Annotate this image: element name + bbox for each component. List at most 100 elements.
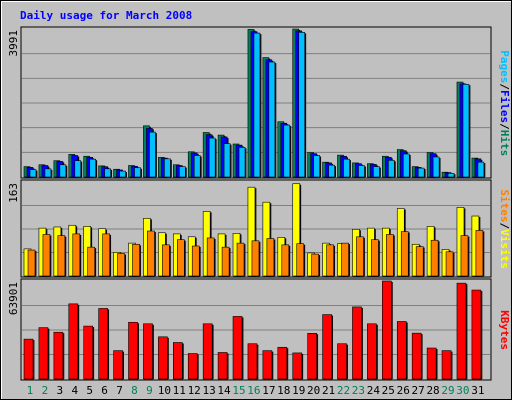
legend-bottom: KBytes xyxy=(498,310,511,350)
bar-middle-sites-day-10 xyxy=(162,244,171,278)
x-tick-label-day-15: 15 xyxy=(232,384,245,397)
bar-middle-sites-day-31 xyxy=(475,230,485,278)
bar-middle-sites-day-15 xyxy=(236,242,246,278)
x-tick-label-day-25: 25 xyxy=(382,384,395,397)
x-tick-label-day-24: 24 xyxy=(367,384,381,397)
bar-bottom-kbytes-day-26 xyxy=(396,321,408,381)
bar-top-pages-day-21 xyxy=(328,164,336,179)
legend-entry-: / xyxy=(498,123,511,130)
bar-bottom-kbytes-day-5 xyxy=(83,325,95,381)
legend-entry-: / xyxy=(498,223,511,230)
bar-top-pages-day-1 xyxy=(29,169,38,179)
bar-bottom-kbytes-day-27 xyxy=(411,332,423,381)
bar-bottom-kbytes-day-1 xyxy=(23,338,35,381)
bar-middle-sites-day-11 xyxy=(177,239,186,278)
bar-middle-sites-day-25 xyxy=(386,234,395,278)
x-tick-label-day-26: 26 xyxy=(397,384,410,397)
legend-entry-hits: Hits xyxy=(498,130,511,157)
bar-top-pages-day-22 xyxy=(343,158,351,179)
chart-title: Daily usage for March 2008 xyxy=(20,9,192,22)
bar-top-pages-day-24 xyxy=(373,166,381,179)
bar-top-pages-day-17 xyxy=(268,61,277,179)
bar-middle-sites-day-18 xyxy=(281,244,291,278)
bar-bottom-kbytes-day-29 xyxy=(441,350,453,381)
bar-middle-sites-day-14 xyxy=(221,246,231,278)
bar-bottom-kbytes-day-22 xyxy=(337,343,348,381)
y-max-label-middle: 163 xyxy=(7,183,20,203)
x-tick-label-day-10: 10 xyxy=(158,384,171,397)
bar-middle-sites-day-6 xyxy=(102,233,112,278)
bar-bottom-kbytes-day-10 xyxy=(158,336,169,381)
x-tick-label-day-31: 31 xyxy=(471,384,484,397)
y-max-label-top: 3991 xyxy=(7,30,20,57)
bar-top-pages-day-8 xyxy=(134,167,142,179)
bar-bottom-kbytes-day-14 xyxy=(217,352,229,381)
bar-top-pages-day-3 xyxy=(59,164,68,179)
bar-top-pages-day-20 xyxy=(313,155,322,179)
x-tick-label-day-22: 22 xyxy=(337,384,350,397)
bar-top-pages-day-2 xyxy=(44,168,53,179)
bar-bottom-kbytes-day-18 xyxy=(277,346,289,381)
bar-middle-sites-day-30 xyxy=(460,235,470,278)
bar-middle-sites-day-3 xyxy=(57,235,67,278)
bar-bottom-kbytes-day-24 xyxy=(367,323,378,381)
x-tick-label-day-2: 2 xyxy=(42,384,49,397)
bar-bottom-kbytes-day-25 xyxy=(382,280,393,381)
bar-bottom-kbytes-day-16 xyxy=(247,343,259,381)
bar-middle-sites-day-13 xyxy=(206,237,216,278)
bar-bottom-kbytes-day-2 xyxy=(38,327,50,381)
x-tick-label-day-30: 30 xyxy=(456,384,469,397)
bar-top-pages-day-13 xyxy=(208,137,217,179)
bar-bottom-kbytes-day-7 xyxy=(113,350,124,381)
y-max-label-bottom: 63901 xyxy=(7,282,20,315)
bar-bottom-kbytes-day-12 xyxy=(187,353,199,381)
legend-middle: Sites/Visits xyxy=(498,189,511,269)
bar-top-pages-day-27 xyxy=(417,167,426,179)
bar-bottom-kbytes-day-20 xyxy=(307,332,319,381)
legend-entry-kbytes: KBytes xyxy=(498,310,511,350)
x-tick-label-day-4: 4 xyxy=(71,384,78,397)
bar-top-pages-day-31 xyxy=(477,161,486,179)
bar-middle-sites-day-20 xyxy=(311,253,321,278)
bar-bottom-kbytes-day-6 xyxy=(98,308,110,381)
bar-bottom-kbytes-day-17 xyxy=(262,350,274,381)
x-tick-label-day-14: 14 xyxy=(217,384,231,397)
bar-top-pages-day-19 xyxy=(298,32,307,179)
bar-top-pages-day-18 xyxy=(283,124,292,179)
bar-bottom-kbytes-day-23 xyxy=(352,306,363,381)
bar-top-pages-day-12 xyxy=(193,155,202,179)
bar-top-pages-day-10 xyxy=(164,158,172,179)
legend-entry-files: Files xyxy=(498,90,511,123)
bar-top-pages-day-15 xyxy=(238,147,247,179)
bar-bottom-kbytes-day-13 xyxy=(202,323,214,381)
bar-middle-sites-day-24 xyxy=(371,239,380,278)
bar-top-pages-day-29 xyxy=(447,172,456,179)
bar-top-pages-day-9 xyxy=(149,131,157,179)
legend-entry-pages: Pages xyxy=(498,50,511,83)
bar-bottom-kbytes-day-15 xyxy=(232,316,244,381)
bar-middle-sites-day-23 xyxy=(356,236,365,278)
bar-bottom-kbytes-day-8 xyxy=(128,321,139,381)
legend-entry-sites: Sites xyxy=(498,189,511,222)
bar-top-pages-day-16 xyxy=(253,32,262,179)
bar-bottom-kbytes-day-31 xyxy=(471,289,483,381)
bar-top-pages-day-25 xyxy=(388,160,396,179)
bar-bottom-kbytes-day-21 xyxy=(322,314,333,381)
bar-top-pages-day-11 xyxy=(179,166,187,179)
legend-top: Pages/Files/Hits xyxy=(498,50,511,156)
x-tick-label-day-12: 12 xyxy=(188,384,201,397)
bars-layer xyxy=(23,28,486,381)
bar-bottom-kbytes-day-3 xyxy=(53,331,65,381)
x-tick-label-day-19: 19 xyxy=(292,384,305,397)
x-tick-label-day-16: 16 xyxy=(247,384,260,397)
bar-bottom-kbytes-day-9 xyxy=(143,323,154,381)
legend-entry-visits: Visits xyxy=(498,229,511,269)
x-tick-label-day-11: 11 xyxy=(173,384,186,397)
x-tick-label-day-7: 7 xyxy=(116,384,123,397)
x-tick-label-day-29: 29 xyxy=(441,384,454,397)
bar-bottom-kbytes-day-28 xyxy=(426,347,438,381)
bar-top-pages-day-4 xyxy=(74,160,83,179)
bar-middle-sites-day-17 xyxy=(266,238,276,278)
